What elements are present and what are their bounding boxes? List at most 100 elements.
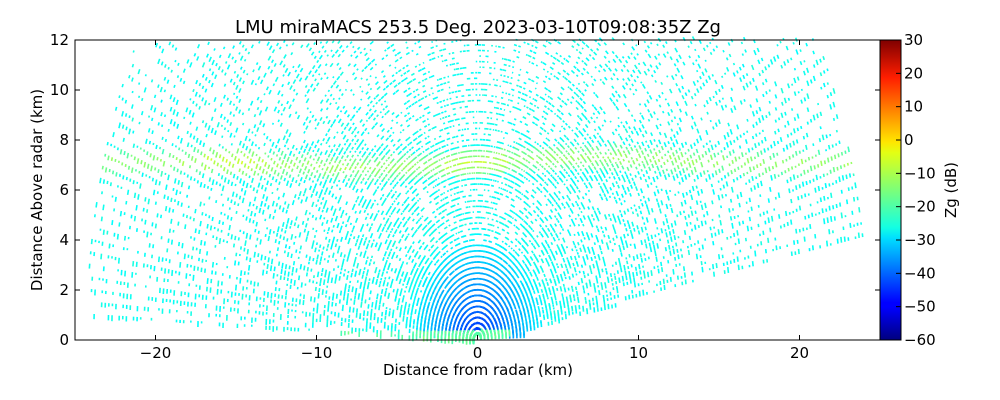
reflectivity-gate xyxy=(611,92,616,98)
reflectivity-gate xyxy=(427,123,431,126)
reflectivity-gate xyxy=(383,79,388,84)
reflectivity-gate xyxy=(562,127,566,131)
reflectivity-gate xyxy=(515,195,519,198)
reflectivity-gate xyxy=(546,70,549,73)
reflectivity-gate xyxy=(617,157,620,161)
reflectivity-gate xyxy=(454,90,458,93)
reflectivity-gate xyxy=(817,164,820,168)
reflectivity-gate xyxy=(547,178,551,182)
reflectivity-gate xyxy=(559,223,563,229)
reflectivity-gate xyxy=(558,177,562,181)
reflectivity-gate xyxy=(764,220,767,225)
reflectivity-gate xyxy=(436,78,439,81)
reflectivity-gate xyxy=(621,55,625,59)
reflectivity-gate xyxy=(588,142,592,148)
reflectivity-gate xyxy=(652,244,656,251)
reflectivity-gate xyxy=(676,164,680,170)
reflectivity-gate xyxy=(508,251,513,256)
reflectivity-gate xyxy=(683,160,686,164)
reflectivity-gate xyxy=(431,92,434,95)
reflectivity-gate xyxy=(507,150,511,153)
reflectivity-gate xyxy=(506,161,509,164)
chart-title: LMU miraMACS 253.5 Deg. 2023-03-10T09:08… xyxy=(235,17,721,38)
reflectivity-gate xyxy=(515,177,519,180)
reflectivity-gate xyxy=(596,207,600,211)
reflectivity-gate xyxy=(495,107,500,110)
reflectivity-gate xyxy=(725,181,729,187)
reflectivity-gate xyxy=(662,53,667,58)
reflectivity-gate xyxy=(776,152,779,156)
reflectivity-gate xyxy=(407,87,411,90)
reflectivity-gate xyxy=(640,81,643,84)
reflectivity-gate xyxy=(595,145,600,151)
reflectivity-gate xyxy=(804,215,807,220)
reflectivity-gate xyxy=(500,181,504,185)
reflectivity-gate xyxy=(576,172,580,176)
reflectivity-gate xyxy=(498,186,501,189)
reflectivity-gate xyxy=(406,176,410,180)
reflectivity-gate xyxy=(750,156,753,162)
reflectivity-gate xyxy=(399,131,402,134)
reflectivity-gate xyxy=(620,252,623,257)
reflectivity-gate xyxy=(712,48,716,52)
reflectivity-gate xyxy=(583,144,587,148)
reflectivity-gate xyxy=(639,270,642,275)
reflectivity-gate xyxy=(665,203,669,210)
reflectivity-gate xyxy=(431,127,435,130)
reflectivity-gate xyxy=(491,218,494,221)
reflectivity-gate xyxy=(380,70,385,74)
reflectivity-gate xyxy=(421,67,426,71)
reflectivity-gate xyxy=(412,170,417,174)
reflectivity-gate xyxy=(612,213,616,219)
reflectivity-gate xyxy=(431,224,434,228)
reflectivity-gate xyxy=(423,218,428,222)
reflectivity-gate xyxy=(676,67,681,73)
reflectivity-gate xyxy=(575,87,579,90)
reflectivity-gate xyxy=(406,124,411,128)
reflectivity-gate xyxy=(642,289,645,296)
reflectivity-gate xyxy=(553,178,558,182)
reflectivity-gate xyxy=(767,237,770,243)
reflectivity-gate xyxy=(591,162,595,167)
reflectivity-gate xyxy=(594,66,597,69)
reflectivity-gate xyxy=(591,206,595,211)
reflectivity-gate xyxy=(414,65,418,68)
reflectivity-gate xyxy=(547,171,551,175)
reflectivity-gate xyxy=(677,155,681,161)
reflectivity-gate xyxy=(623,264,626,271)
reflectivity-gate xyxy=(784,111,787,116)
reflectivity-gate xyxy=(587,206,591,210)
reflectivity-gate xyxy=(732,149,735,154)
reflectivity-gate xyxy=(532,245,537,250)
reflectivity-gate xyxy=(459,230,463,233)
reflectivity-gate xyxy=(609,240,612,244)
reflectivity-gate xyxy=(583,62,588,67)
reflectivity-gate xyxy=(592,112,596,116)
reflectivity-gate xyxy=(744,49,747,53)
reflectivity-gate xyxy=(636,75,639,79)
reflectivity-gate xyxy=(600,239,604,244)
reflectivity-gate xyxy=(585,254,589,260)
reflectivity-gate xyxy=(448,183,451,186)
reflectivity-gate xyxy=(633,282,637,288)
reflectivity-gate xyxy=(851,210,854,215)
reflectivity-gate xyxy=(679,162,683,167)
reflectivity-gate xyxy=(749,104,752,108)
reflectivity-gate xyxy=(741,63,745,68)
reflectivity-gate xyxy=(595,295,598,301)
reflectivity-gate xyxy=(450,205,453,208)
reflectivity-gate xyxy=(577,281,580,286)
reflectivity-gate xyxy=(760,139,764,144)
reflectivity-gate xyxy=(525,159,529,162)
reflectivity-gate xyxy=(542,80,547,84)
reflectivity-gate xyxy=(643,272,646,279)
reflectivity-gate xyxy=(674,157,678,163)
reflectivity-gate xyxy=(451,205,454,208)
reflectivity-gate xyxy=(550,241,554,246)
reflectivity-gate xyxy=(538,308,541,314)
reflectivity-gate xyxy=(464,240,469,243)
reflectivity-gate xyxy=(746,225,750,232)
reflectivity-gate xyxy=(539,163,542,167)
reflectivity-gate xyxy=(723,147,726,151)
reflectivity-gate xyxy=(705,129,709,136)
